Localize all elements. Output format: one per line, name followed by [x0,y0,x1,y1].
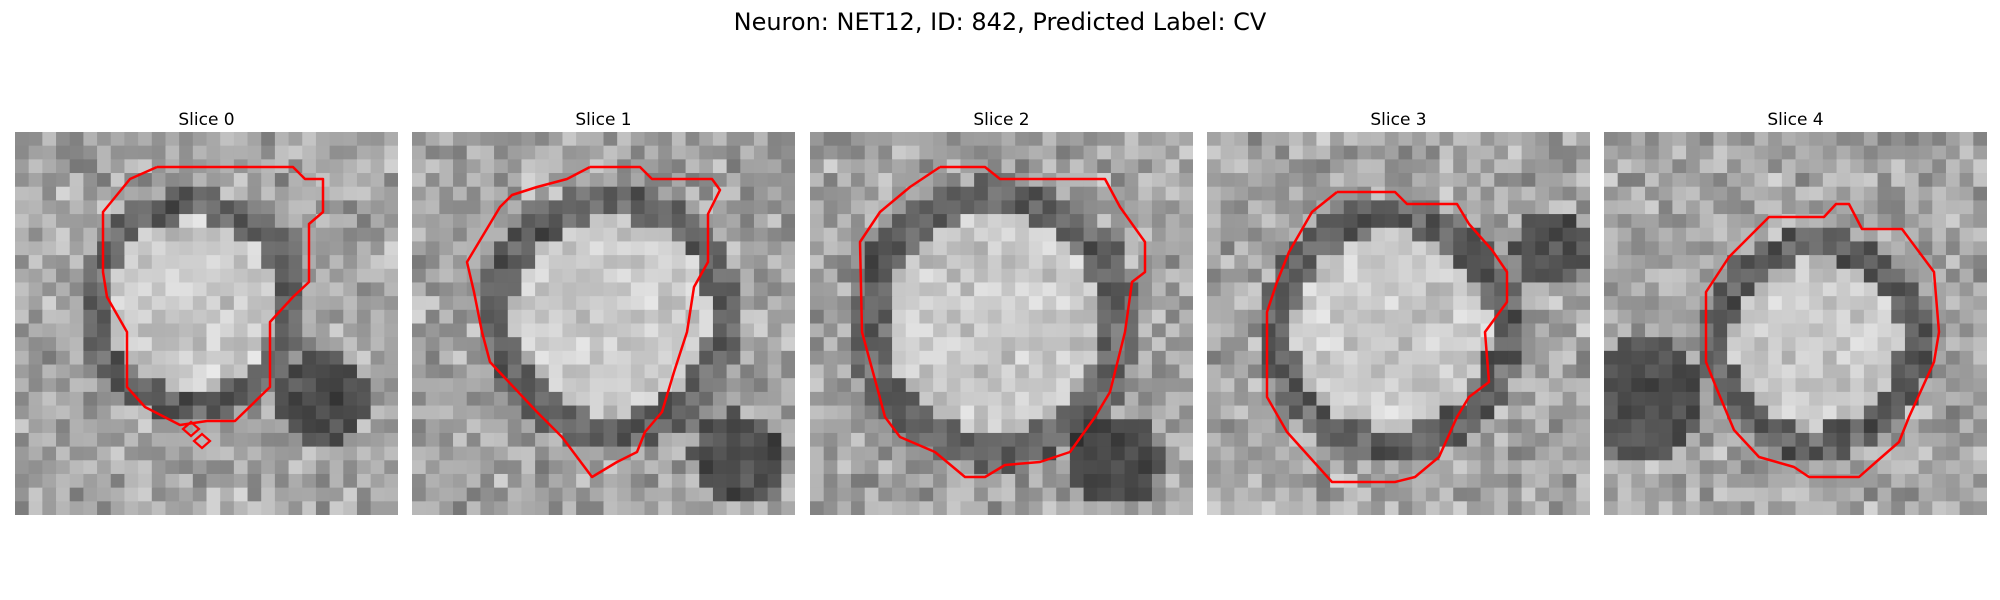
slice-title-0: Slice 0 [178,110,235,130]
slice-pixels-0 [15,132,398,515]
contour-outline [465,165,722,479]
slice-pixels-1 [412,132,795,515]
slice-title-2: Slice 2 [973,110,1030,130]
slice-panel-4: Slice 4 [1604,108,1987,515]
contour-outline [1265,190,1509,484]
slice-title-3: Slice 3 [1370,110,1427,130]
slice-panel-3: Slice 3 [1207,108,1590,515]
slice-pixels-4 [1604,132,1987,515]
slice-image-2 [810,132,1193,515]
contour-artifact [181,420,201,438]
slice-image-3 [1207,132,1590,515]
slice-pixels-2 [810,132,1193,515]
slice-pixels-3 [1207,132,1590,515]
slice-panel-0: Slice 0 [15,108,398,515]
contour-outline [101,165,325,427]
slice-image-0 [15,132,398,515]
slice-panel-2: Slice 2 [810,108,1193,515]
contour-artifact [192,432,212,450]
figure-title: Neuron: NET12, ID: 842, Predicted Label:… [733,8,1267,36]
slice-image-4 [1604,132,1987,515]
slice-panel-1: Slice 1 [412,108,795,515]
slice-title-4: Slice 4 [1767,110,1824,130]
slice-title-1: Slice 1 [575,110,632,130]
contour-outline [1704,202,1941,479]
slice-image-1 [412,132,795,515]
contour-outline [858,165,1147,479]
